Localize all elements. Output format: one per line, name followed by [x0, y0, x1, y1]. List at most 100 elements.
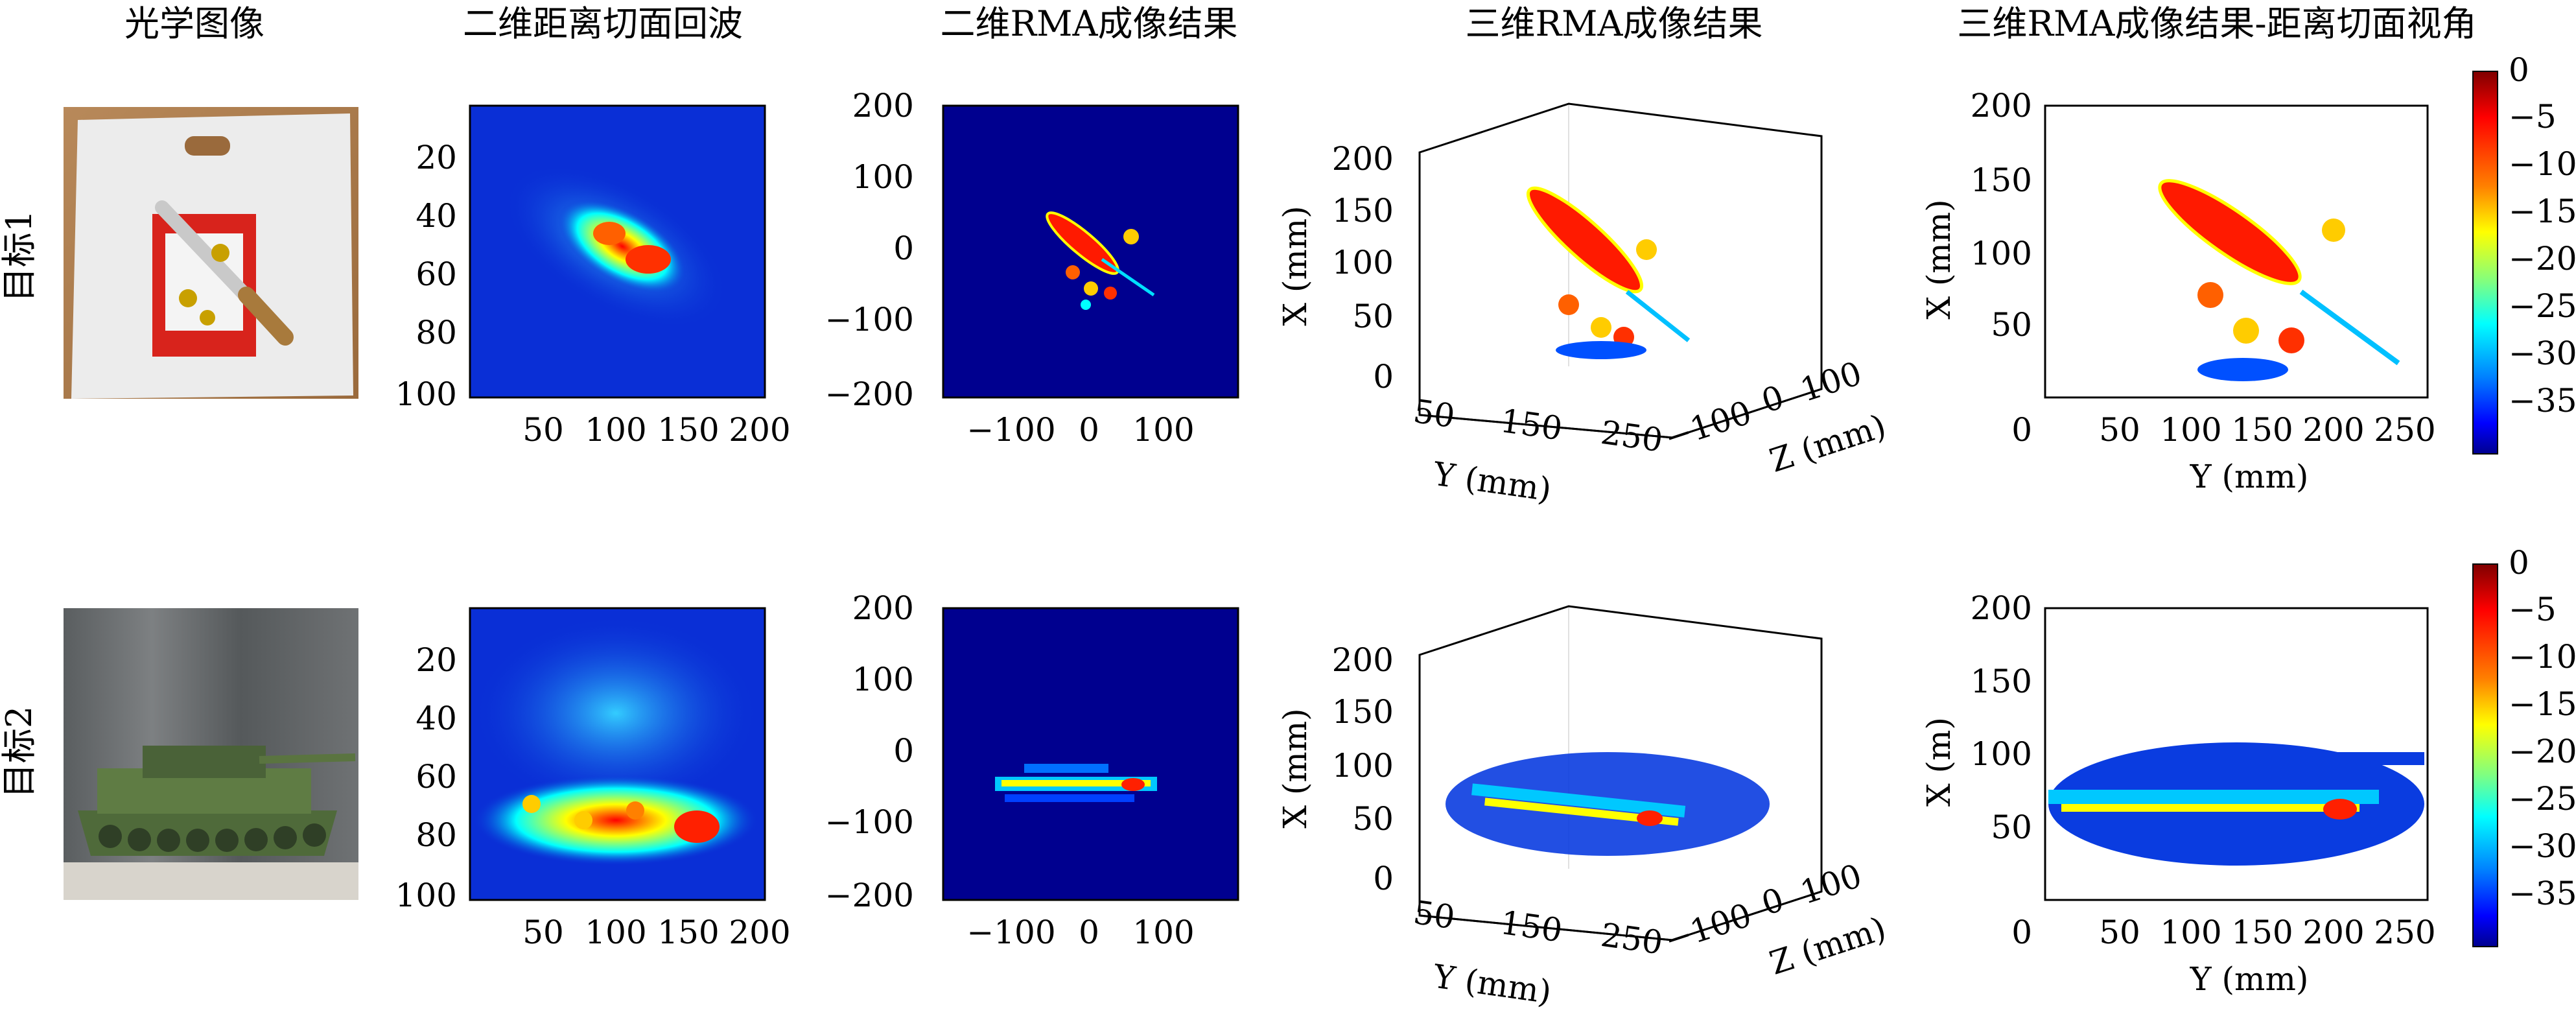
rma3d1-ylabel: Y (mm)	[1431, 455, 1554, 509]
slice1-xtick: 100	[2160, 411, 2221, 449]
rma3d1-ytick: 50	[1411, 392, 1457, 435]
rma2d1-xtick: 100	[1132, 411, 1194, 449]
rma3d2-depthtick: 100	[1796, 857, 1866, 912]
echo2-xtick: 50	[522, 914, 564, 951]
rma2d2-xtick: 0	[1079, 914, 1099, 951]
slice1-ylabel: X (mm)	[1920, 199, 1958, 319]
echo1-xtick: 150	[657, 411, 719, 449]
slice1-ytick: 0	[2011, 411, 2032, 449]
colorbar2-tick: −10	[2509, 638, 2576, 676]
slice1-ytick: 150	[1971, 161, 2032, 199]
rma3d1-depthlabel: Z (mm)	[1765, 407, 1890, 480]
rma3d2-depthlabel: Z (mm)	[1765, 910, 1890, 982]
rma2d1-ytick: 200	[852, 87, 914, 124]
slice-panel-target1: 200 150 100 50 0 50 100 150 200 250 Y (m…	[1920, 87, 2436, 495]
slice2-xtick: 250	[2374, 914, 2435, 951]
echo-panel-target1: 20 40 60 80 100 50 100 150 200	[395, 104, 791, 449]
row-label-target2: 目标2	[0, 706, 40, 798]
rma3d2-zlabel: X (mm)	[1276, 708, 1314, 828]
rma3d2-ztick: 50	[1352, 800, 1394, 838]
echo1-ytick: 60	[416, 255, 457, 293]
rma3d1-depthtick: 0	[1757, 378, 1788, 420]
echo1-ytick: 80	[416, 314, 457, 351]
rma3d2-ztick: 0	[1373, 860, 1394, 897]
rma3d2-ztick: 150	[1332, 693, 1394, 731]
echo1-ytick: 40	[416, 197, 457, 235]
rma2d-panel-target2: 200 100 0 −100 −200 −100 0 100	[825, 589, 1239, 951]
rma3d1-depthtick: −100	[1659, 394, 1756, 457]
colorbar-target2: 0 −5 −10 −15 −20 −25 −30 −35	[2472, 544, 2576, 947]
echo1-ytick: 100	[395, 375, 457, 413]
echo1-ytick: 20	[416, 139, 457, 176]
slice2-ylabel: X (m)	[1920, 717, 1958, 807]
colorbar2-tick: −20	[2509, 733, 2576, 770]
rma3d1-ztick: 150	[1332, 192, 1394, 230]
echo2-xtick: 100	[585, 914, 646, 951]
slice1-xtick: 50	[2099, 411, 2140, 449]
colorbar2-tick: −5	[2509, 591, 2557, 628]
echo2-xtick: 200	[729, 914, 790, 951]
slice2-ytick: 0	[2011, 914, 2032, 951]
optical-image-target2	[64, 608, 358, 900]
slice1-ytick: 100	[1971, 235, 2032, 272]
rma2d1-ytick: 100	[852, 158, 914, 196]
rma3d1-ytick: 250	[1598, 414, 1665, 460]
echo2-xtick: 150	[657, 914, 719, 951]
rma2d1-ytick: −100	[825, 301, 914, 338]
slice2-xtick: 200	[2302, 914, 2364, 951]
echo2-ytick: 100	[395, 877, 457, 914]
colorbar2-tick: −25	[2509, 780, 2576, 818]
rma2d-panel-target1: 200 100 0 −100 −200 −100 0 100	[825, 87, 1239, 449]
rma2d1-xtick: −100	[966, 411, 1055, 449]
echo2-ytick: 40	[416, 700, 457, 737]
colorbar2-tick: 0	[2509, 544, 2529, 582]
echo2-ytick: 20	[416, 641, 457, 679]
rma2d2-ytick: 200	[852, 589, 914, 627]
rma3d2-ztick: 200	[1332, 641, 1394, 679]
rma3d2-ytick: 250	[1598, 916, 1665, 962]
rma3d1-ytick: 150	[1498, 402, 1565, 448]
slice1-xtick: 250	[2374, 411, 2435, 449]
slice1-xlabel: Y (mm)	[2190, 458, 2309, 495]
slice2-ytick: 100	[1971, 735, 2032, 773]
colorbar1-tick: −5	[2509, 98, 2557, 136]
column-title-rma2d: 二维RMA成像结果	[941, 3, 1238, 44]
column-title-echo: 二维距离切面回波	[463, 3, 743, 44]
colorbar2-tick: −15	[2509, 685, 2576, 723]
column-title-rma3d: 三维RMA成像结果	[1466, 3, 1763, 44]
echo1-xtick: 50	[522, 411, 564, 449]
slice2-ytick: 150	[1971, 663, 2032, 700]
slice2-ytick: 50	[1991, 809, 2032, 846]
colorbar1-tick: −10	[2509, 145, 2576, 183]
rma2d1-ytick: −200	[825, 375, 914, 413]
colorbar2-tick: −30	[2509, 827, 2576, 865]
echo-panel-target2: 20 40 60 80 100 50 100 150 200	[395, 607, 791, 951]
rma3d1-depthtick: 100	[1796, 355, 1866, 410]
rma3d1-ztick: 100	[1332, 244, 1394, 281]
slice-panel-target2: 200 150 100 50 0 50 100 150 200 250 Y (m…	[1920, 589, 2436, 998]
column-title-optical: 光学图像	[124, 3, 264, 44]
row-label-target1: 目标1	[0, 210, 40, 302]
rma3d-panel-target1: 200 150 100 50 0 X (mm) 50 150 250 Y (mm…	[1276, 102, 1890, 509]
rma3d2-ztick: 100	[1332, 747, 1394, 785]
column-title-slice-view: 三维RMA成像结果-距离切面视角	[1957, 3, 2476, 44]
echo2-ytick: 60	[416, 758, 457, 796]
colorbar-target1: 0 −5 −10 −15 −20 −25 −30 −35	[2472, 51, 2576, 455]
rma3d2-ytick: 50	[1411, 893, 1457, 936]
rma2d2-xtick: −100	[966, 914, 1055, 951]
colorbar1-tick: −15	[2509, 193, 2576, 230]
rma3d2-ytick: 150	[1498, 904, 1565, 950]
rma2d1-xtick: 0	[1079, 411, 1099, 449]
colorbar1-tick: −25	[2509, 287, 2576, 325]
echo1-xtick: 100	[585, 411, 646, 449]
slice2-xlabel: Y (mm)	[2190, 960, 2309, 998]
optical-image-target1	[64, 107, 358, 399]
rma3d1-ztick: 0	[1373, 358, 1394, 396]
echo2-ytick: 80	[416, 816, 457, 854]
rma2d2-ytick: 0	[893, 732, 914, 770]
rma3d2-ylabel: Y (mm)	[1431, 958, 1554, 1011]
rma3d1-ztick: 50	[1352, 298, 1394, 335]
rma2d2-ytick: −100	[825, 803, 914, 841]
rma3d2-depthtick: −100	[1659, 896, 1756, 960]
